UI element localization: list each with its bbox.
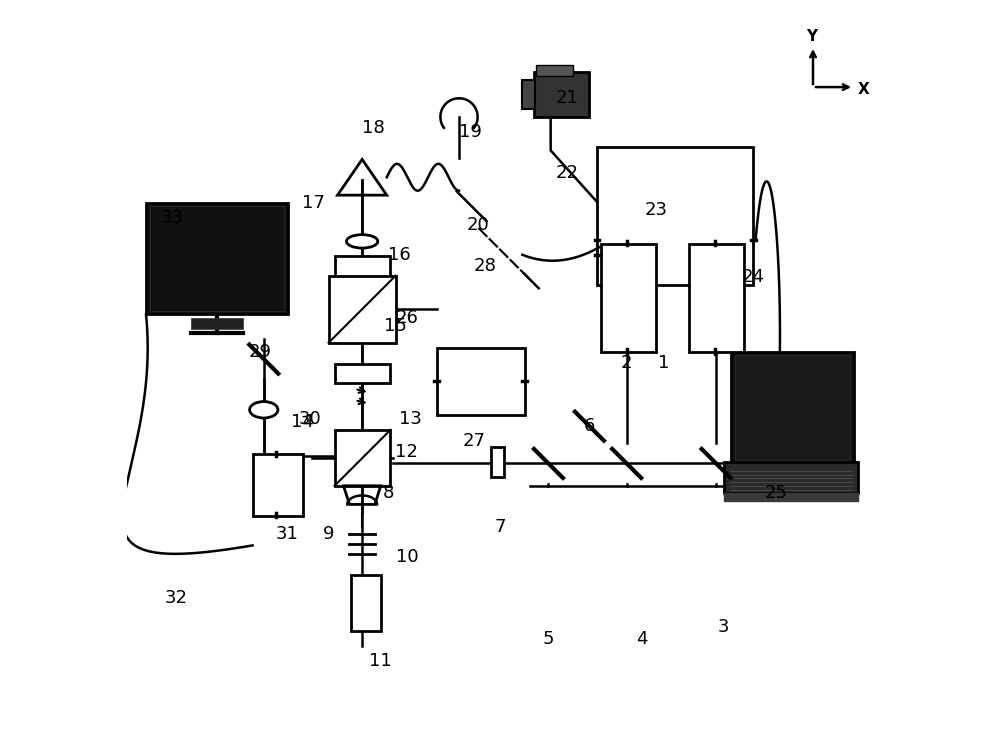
Text: X: X (858, 82, 869, 96)
Bar (329, 275, 396, 343)
Bar (150, 206, 284, 310)
Text: 23: 23 (645, 201, 668, 219)
Text: Y: Y (806, 29, 817, 44)
Text: 8: 8 (383, 484, 394, 502)
Text: 29: 29 (249, 343, 272, 361)
Text: 26: 26 (395, 309, 418, 327)
Text: 19: 19 (459, 123, 482, 141)
Text: 30: 30 (299, 410, 321, 428)
Bar (735, 355, 850, 460)
Bar (731, 352, 854, 464)
Bar (724, 462, 858, 493)
Bar (191, 318, 243, 329)
Text: 33: 33 (161, 209, 184, 227)
Bar (689, 244, 744, 352)
Text: 12: 12 (395, 444, 418, 462)
Bar (253, 455, 303, 515)
Text: 20: 20 (466, 216, 489, 234)
Text: 16: 16 (388, 246, 411, 264)
Text: 27: 27 (462, 432, 485, 450)
Text: 1: 1 (658, 354, 670, 372)
Text: 4: 4 (636, 630, 647, 648)
Bar (534, 73, 589, 117)
Text: 9: 9 (323, 525, 334, 543)
Text: 25: 25 (764, 484, 787, 502)
Text: 28: 28 (474, 257, 497, 275)
Bar (491, 447, 504, 476)
Text: 2: 2 (621, 354, 632, 372)
Text: 11: 11 (369, 652, 392, 670)
Bar (335, 257, 390, 277)
Bar (601, 244, 656, 352)
Text: 13: 13 (399, 410, 422, 428)
Text: 3: 3 (718, 619, 729, 637)
Text: 6: 6 (584, 417, 595, 435)
Text: 31: 31 (276, 525, 299, 543)
Text: 21: 21 (556, 89, 579, 107)
Text: 22: 22 (556, 164, 579, 182)
Bar (335, 430, 390, 485)
Text: 5: 5 (543, 630, 554, 648)
Polygon shape (724, 493, 858, 500)
Bar (522, 79, 535, 109)
Text: 32: 32 (164, 589, 187, 607)
Ellipse shape (346, 235, 378, 248)
Text: 24: 24 (742, 268, 765, 286)
Text: 14: 14 (291, 414, 314, 432)
Bar (351, 575, 381, 631)
Bar (146, 203, 288, 314)
Text: 17: 17 (302, 194, 325, 212)
Bar (536, 65, 573, 76)
Text: 10: 10 (396, 548, 418, 565)
Ellipse shape (250, 402, 278, 418)
Text: 18: 18 (362, 119, 385, 137)
Bar (335, 364, 390, 383)
Text: 15: 15 (384, 316, 407, 334)
Text: 7: 7 (494, 518, 506, 536)
Bar (597, 147, 753, 284)
Bar (437, 348, 525, 415)
